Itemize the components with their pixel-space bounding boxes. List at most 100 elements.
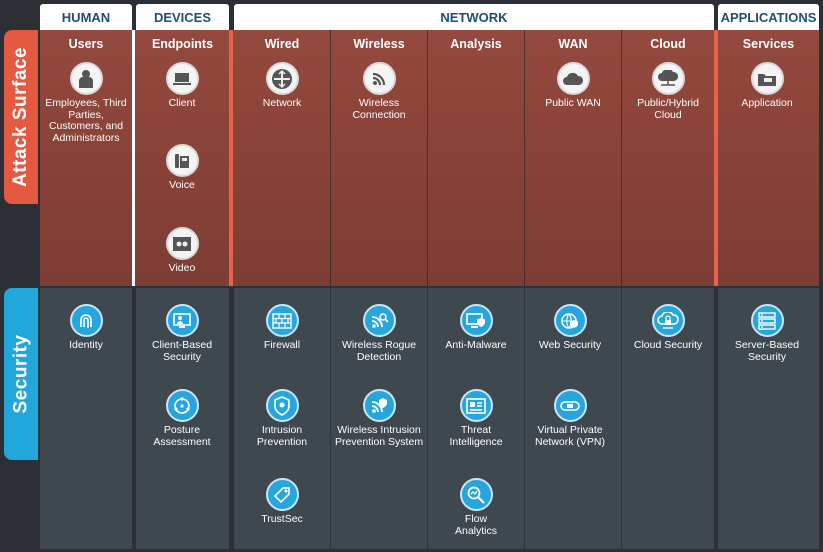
- divider: [330, 30, 331, 287]
- group-network: NETWORK: [234, 4, 714, 30]
- item-vpn: Virtual Private Network (VPN): [522, 389, 618, 448]
- attack-surface-label: Attack Surface: [4, 30, 38, 204]
- label-trustsec: TrustSec: [261, 513, 303, 525]
- item-cloud-security: Cloud Security: [620, 304, 716, 352]
- item-wireless-intrusion-prevention: Wireless Intrusion Prevention System: [331, 389, 427, 448]
- video-icon: [165, 227, 199, 260]
- label-intrusion-prevention: Intrusion Prevention: [256, 424, 308, 448]
- item-flow-analytics: Flow Analytics: [428, 478, 524, 537]
- label-firewall: Firewall: [263, 339, 301, 351]
- network-globe-icon: [165, 389, 199, 422]
- label-public-wan: Public WAN: [545, 97, 601, 109]
- security-label: Security: [4, 288, 38, 460]
- divider: [132, 287, 136, 549]
- label-voice: Voice: [169, 179, 195, 191]
- monitor-shield-icon: [459, 304, 493, 337]
- label-employees: Employees, Third Parties, Customers, and…: [45, 97, 127, 144]
- label-cloud-security: Cloud Security: [633, 339, 703, 351]
- label-client: Client: [168, 97, 196, 109]
- item-wireless-connection: Wireless Connection: [331, 62, 427, 121]
- item-public-hybrid-cloud: Public/Hybrid Cloud: [620, 62, 716, 121]
- wifi-search-icon: [362, 304, 396, 337]
- item-employees: Employees, Third Parties, Customers, and…: [38, 62, 134, 144]
- label-network: Network: [262, 97, 302, 109]
- item-client: Client: [134, 62, 230, 110]
- label-wireless-intrusion-prevention: Wireless Intrusion Prevention System: [334, 424, 424, 448]
- brick-wall-icon: [265, 304, 299, 337]
- item-trustsec: TrustSec: [234, 478, 330, 526]
- label-flow-analytics: Flow Analytics: [454, 513, 497, 537]
- label-web-security: Web Security: [538, 339, 602, 351]
- row-divider: [40, 286, 819, 288]
- item-client-based-security: Client-Based Security: [134, 304, 230, 363]
- column-header-wireless: Wireless: [353, 37, 405, 51]
- divider: [621, 30, 622, 287]
- divider: [714, 287, 718, 549]
- item-firewall: Firewall: [234, 304, 330, 352]
- column-header-users: Users: [68, 37, 104, 51]
- label-identity: Identity: [69, 339, 103, 351]
- item-posture-assessment: Posture Assessment: [134, 389, 230, 448]
- tunnel-icon: [553, 389, 587, 422]
- phone-icon: [165, 144, 199, 177]
- divider: [524, 30, 525, 287]
- label-vpn: Virtual Private Network (VPN): [534, 424, 605, 448]
- divider: [229, 30, 233, 287]
- item-threat-intelligence: Threat Intelligence: [428, 389, 524, 448]
- column-header-wired: Wired: [264, 37, 300, 51]
- label-anti-malware: Anti-Malware: [445, 339, 507, 351]
- item-intrusion-prevention: Intrusion Prevention: [234, 389, 330, 448]
- cloud-lock-icon: [651, 304, 685, 337]
- label-threat-intelligence: Threat Intelligence: [449, 424, 503, 448]
- label-video: Video: [168, 262, 196, 274]
- label-server-based-security: Server-Based Security: [734, 339, 800, 363]
- person-icon: [69, 62, 103, 95]
- divider: [427, 287, 428, 549]
- label-posture-assessment: Posture Assessment: [153, 424, 211, 448]
- label-client-based-security: Client-Based Security: [151, 339, 213, 363]
- divider: [229, 287, 234, 549]
- divider: [427, 30, 428, 287]
- globe-shield-icon: [553, 304, 587, 337]
- group-applications: APPLICATIONS: [718, 4, 819, 30]
- column-header-cloud: Cloud: [650, 37, 686, 51]
- label-application: Application: [741, 97, 793, 109]
- attack-surface-text: Attack Surface: [10, 46, 31, 188]
- item-identity: Identity: [38, 304, 134, 352]
- divider: [714, 30, 718, 287]
- divider: [330, 287, 331, 549]
- cloud-icon: [556, 62, 590, 95]
- group-human: HUMAN: [40, 4, 132, 30]
- router-icon: [265, 62, 299, 95]
- app-folder-icon: [750, 62, 784, 95]
- item-video: Video: [134, 227, 230, 275]
- cloud-network-icon: [651, 62, 685, 95]
- item-wireless-rogue-detection: Wireless Rogue Detection: [331, 304, 427, 363]
- column-header-analysis: Analysis: [450, 37, 502, 51]
- tag-icon: [265, 478, 299, 511]
- monitor-person-icon: [165, 304, 199, 337]
- magnifier-icon: [459, 478, 493, 511]
- item-public-wan: Public WAN: [525, 62, 621, 110]
- item-network: Network: [234, 62, 330, 110]
- shield-icon: [265, 389, 299, 422]
- security-text: Security: [10, 334, 32, 414]
- laptop-icon: [165, 62, 199, 95]
- column-header-endpoints: Endpoints: [151, 37, 214, 51]
- wifi-shield-icon: [362, 389, 396, 422]
- server-icon: [750, 304, 784, 337]
- fingerprint-icon: [69, 304, 103, 337]
- divider: [524, 287, 525, 549]
- item-server-based-security: Server-Based Security: [719, 304, 815, 363]
- column-header-wan: WAN: [558, 37, 588, 51]
- document-icon: [459, 389, 493, 422]
- divider: [621, 287, 622, 549]
- divider: [132, 30, 135, 287]
- column-header-services: Services: [742, 37, 795, 51]
- group-devices: DEVICES: [136, 4, 229, 30]
- item-voice: Voice: [134, 144, 230, 192]
- label-public-hybrid-cloud: Public/Hybrid Cloud: [637, 97, 699, 121]
- item-application: Application: [719, 62, 815, 110]
- wifi-icon: [362, 62, 396, 95]
- label-wireless-connection: Wireless Connection: [352, 97, 406, 121]
